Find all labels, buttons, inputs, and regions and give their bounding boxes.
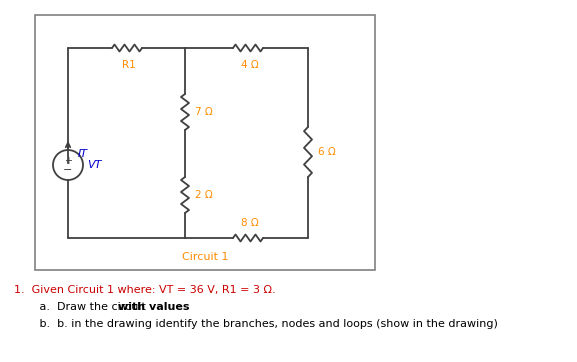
Text: 8 Ω: 8 Ω (241, 218, 259, 228)
Text: 1.  Given Circuit 1 where: VT = 36 V, R1 = 3 Ω.: 1. Given Circuit 1 where: VT = 36 V, R1 … (14, 285, 276, 295)
Bar (35, 15, 375, 270)
Text: +: + (64, 156, 72, 166)
Text: Circuit 1: Circuit 1 (182, 252, 228, 262)
Text: R1: R1 (122, 60, 136, 70)
Text: 6 Ω: 6 Ω (318, 147, 336, 157)
Text: a.  Draw the circuit: a. Draw the circuit (22, 302, 149, 312)
Text: IT: IT (78, 149, 88, 159)
Text: with values: with values (118, 302, 189, 312)
Text: 4 Ω: 4 Ω (241, 60, 259, 70)
Text: −: − (63, 165, 73, 175)
Text: 7 Ω: 7 Ω (195, 107, 213, 117)
Text: VT: VT (87, 160, 102, 170)
Text: 2 Ω: 2 Ω (195, 190, 213, 200)
Text: b.  b. in the drawing identify the branches, nodes and loops (show in the drawin: b. b. in the drawing identify the branch… (22, 319, 498, 329)
